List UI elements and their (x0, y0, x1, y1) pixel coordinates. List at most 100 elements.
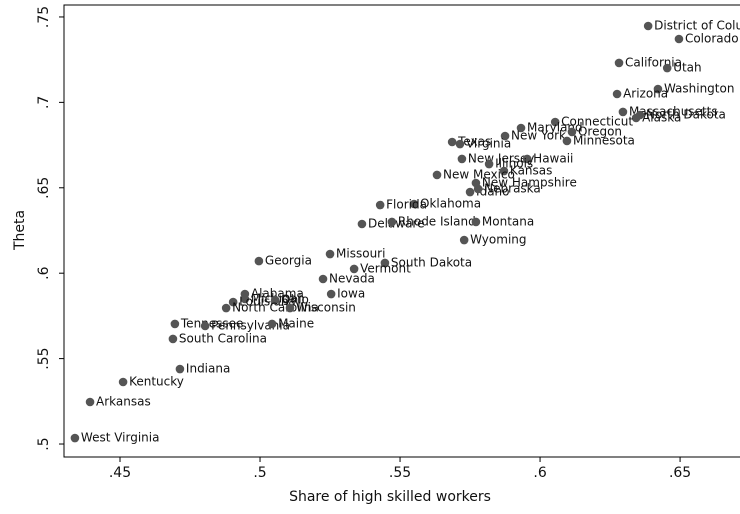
point-label: Ohio (281, 293, 309, 307)
point-label: Kentucky (129, 375, 184, 389)
point-label: Oregon (578, 124, 622, 138)
y-axis-title: Theta (12, 210, 28, 251)
point (562, 136, 572, 146)
point-label: Wyoming (470, 233, 526, 247)
point-label: Texas (457, 135, 491, 149)
point-label: District of Columbia (654, 19, 740, 33)
point-label: Massachusetts (629, 104, 718, 118)
point-label: New York (511, 129, 566, 143)
x-tick-label: .5 (253, 465, 266, 481)
point (471, 217, 481, 227)
point-label: West Virginia (81, 431, 160, 445)
point (349, 264, 359, 274)
y-tick-label: .65 (36, 177, 52, 199)
x-tick-label: .6 (533, 465, 546, 481)
point-label: Louisiana (239, 295, 296, 309)
point-label: New Hampshire (482, 175, 577, 189)
point-label: Montana (482, 214, 534, 228)
point (221, 303, 231, 313)
plot-frame (63, 4, 740, 458)
point-label: Connecticut (561, 115, 633, 129)
point (612, 89, 622, 99)
point (170, 319, 180, 329)
point (567, 127, 577, 137)
point (325, 249, 335, 259)
point-label: Utah (673, 61, 701, 75)
point-label: South Carolina (179, 331, 267, 345)
point (285, 303, 295, 313)
y-tick-label: .5 (36, 437, 52, 450)
x-tick-label: .65 (669, 465, 691, 481)
point (653, 84, 663, 94)
point-label: Delaware (368, 216, 425, 230)
point-label: Washington (664, 82, 735, 96)
point (168, 334, 178, 344)
point-label: Georgia (265, 254, 312, 268)
point-label: South Dakota (391, 255, 472, 269)
point-label: Florida (386, 198, 427, 212)
point (459, 235, 469, 245)
point (118, 377, 128, 387)
x-axis-title: Share of high skilled workers (289, 489, 491, 505)
point (387, 217, 397, 227)
y-tick-label: .55 (36, 347, 52, 369)
point-label: Oklahoma (420, 197, 481, 211)
y-tick-label: .6 (36, 266, 52, 279)
point-label: Arkansas (96, 394, 151, 408)
x-tick-label: .55 (389, 465, 411, 481)
point-label: Idaho (476, 185, 509, 199)
point-label: Indiana (186, 362, 230, 376)
point (465, 187, 475, 197)
point (200, 321, 210, 331)
point (455, 139, 465, 149)
point-label: Arizona (623, 86, 668, 100)
point (550, 117, 560, 127)
point (473, 184, 483, 194)
point-label: Nebraska (484, 181, 541, 195)
point (175, 364, 185, 374)
point (254, 256, 264, 266)
point (85, 397, 95, 407)
point-label: Minnesota (573, 133, 635, 147)
point (380, 258, 390, 268)
point (631, 113, 641, 123)
point (432, 170, 442, 180)
point-label: Hawaii (533, 151, 573, 165)
point (447, 137, 457, 147)
point-label: Vermont (360, 261, 411, 275)
y-tick-label: .7 (36, 96, 52, 109)
point (484, 159, 494, 169)
point (409, 199, 419, 209)
point (318, 274, 328, 284)
point-label: New Jersey (468, 151, 535, 165)
x-tick-label: .45 (109, 465, 131, 481)
point-label: North Carolina (232, 301, 319, 315)
point (614, 58, 624, 68)
y-tick-label: .75 (36, 6, 52, 28)
point-label: North Dakota (646, 108, 726, 122)
point-label: Maine (278, 316, 314, 330)
point (70, 433, 80, 443)
point-label: Kansas (510, 164, 552, 178)
point-label: Colorado (685, 31, 739, 45)
point (662, 63, 672, 73)
point-label: New Mexico (443, 167, 515, 181)
point-label: Alabama (251, 287, 304, 301)
point-label: Alaska (642, 110, 681, 124)
point-label: Nevada (329, 272, 375, 286)
point (618, 107, 628, 117)
point (499, 166, 509, 176)
point-label: Iowa (337, 287, 365, 301)
point (500, 131, 510, 141)
point (326, 289, 336, 299)
point (516, 123, 526, 133)
point-label: Tennessee (180, 316, 244, 330)
point (457, 154, 467, 164)
point (357, 219, 367, 229)
point-label: Rhode Island (398, 214, 476, 228)
point (228, 297, 238, 307)
point-label: Wisconsin (296, 301, 356, 315)
point (674, 34, 684, 44)
